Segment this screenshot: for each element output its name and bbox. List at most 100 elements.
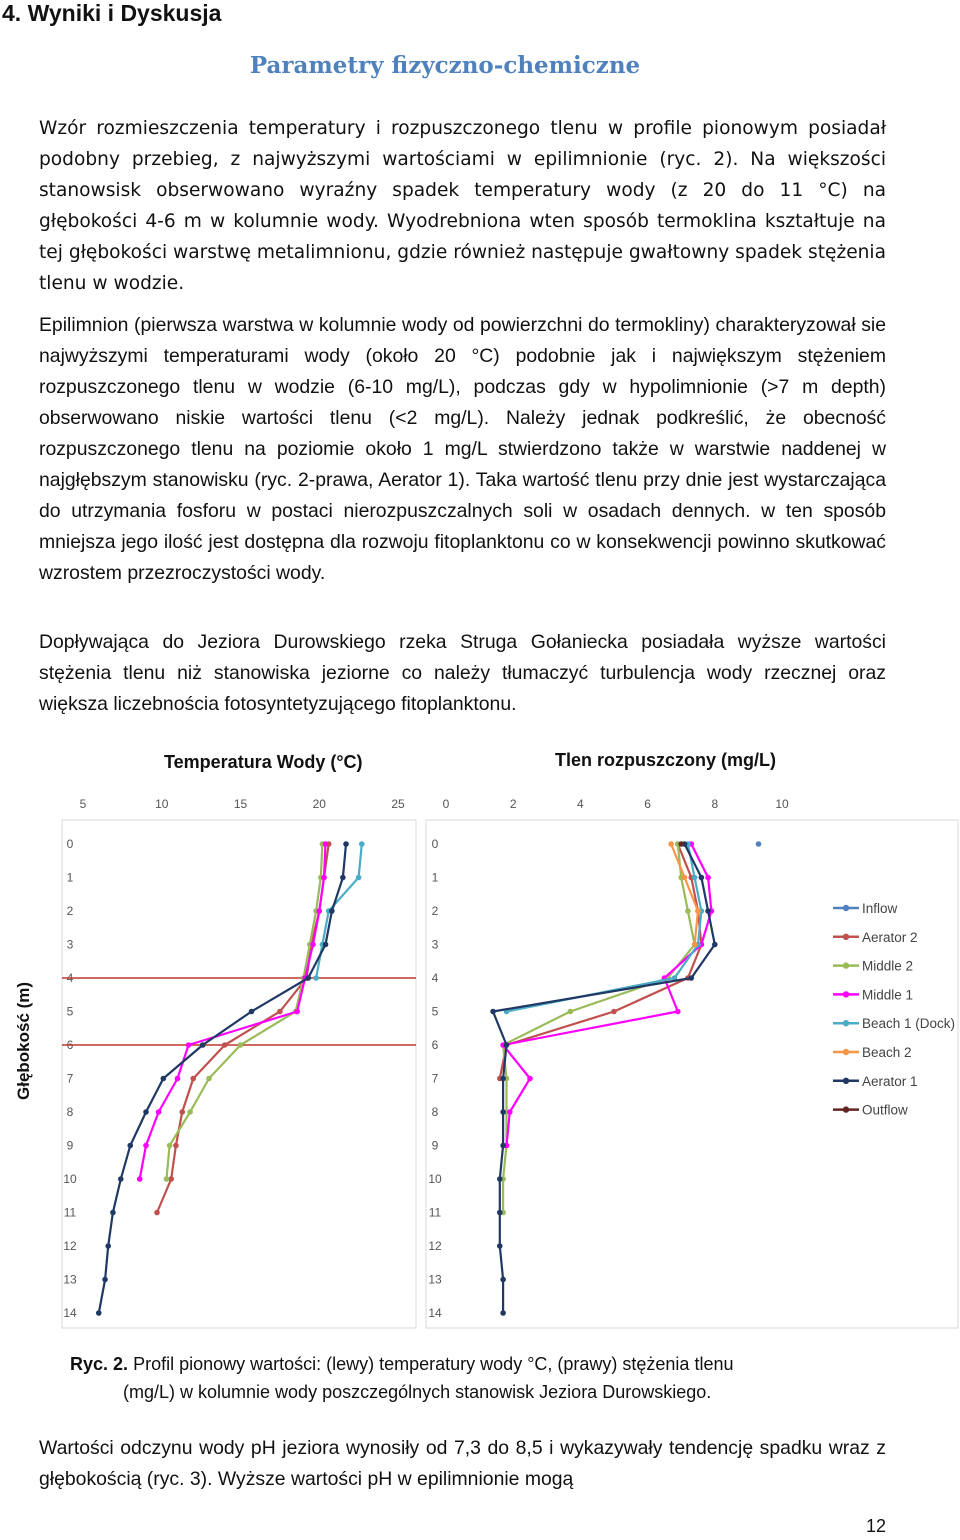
temp-data-point: [187, 1109, 193, 1115]
temp-data-point: [355, 874, 362, 881]
oxy-series-line: [502, 843, 713, 1146]
oxy-data-point: [675, 1008, 681, 1015]
oxy-data-point: [496, 1176, 503, 1182]
oxy-data-point: [503, 1042, 510, 1048]
temp-series-middle-1: [136, 841, 329, 1182]
oxy-y-tick-1: 1: [432, 871, 439, 885]
temp-y-tick-2: 2: [67, 904, 74, 918]
legend-marker: [842, 904, 850, 912]
temp-y-tick-13: 13: [63, 1273, 77, 1287]
oxy-data-point: [496, 1209, 503, 1216]
oxy-data-point: [755, 841, 762, 847]
oxy-x-tick-4: 4: [577, 797, 584, 811]
temp-data-point: [118, 1176, 124, 1182]
oxy-data-point: [685, 908, 691, 914]
legend-marker: [842, 1077, 850, 1084]
oxy-y-tick-5: 5: [432, 1005, 439, 1019]
temp-y-tick-0: 0: [67, 837, 74, 851]
oxy-data-point: [611, 1008, 617, 1015]
oxy-series-beach-2: [668, 841, 701, 948]
oxy-data-point: [705, 874, 711, 881]
legend-marker: [842, 933, 850, 940]
temp-data-point: [173, 1142, 179, 1149]
temp-x-tick-20: 20: [313, 797, 327, 811]
oxy-data-point: [698, 874, 705, 881]
temp-series-middle-2: [163, 841, 326, 1182]
legend-entry: Inflow: [862, 901, 898, 916]
temp-y-tick-11: 11: [64, 1206, 77, 1220]
oxy-y-tick-0: 0: [432, 837, 439, 851]
temp-data-point: [316, 908, 323, 914]
oxy-y-tick-3: 3: [432, 938, 439, 952]
oxy-data-point: [507, 1109, 513, 1115]
oxy-y-tick-7: 7: [432, 1072, 439, 1086]
oxy-series-outflow: [678, 841, 684, 847]
oxy-data-point: [712, 941, 718, 948]
oxy-data-point: [695, 908, 701, 914]
temp-data-point: [127, 1142, 134, 1149]
legend-marker: [842, 962, 850, 969]
temp-data-point: [160, 1075, 167, 1082]
temp-data-point: [340, 874, 346, 881]
temp-data-point: [155, 1109, 162, 1115]
oxy-series-inflow: [755, 841, 762, 847]
oxy-series-aerator-2: [496, 841, 705, 1082]
temp-data-point: [313, 975, 319, 981]
temp-y-tick-3: 3: [67, 938, 74, 952]
oxy-y-tick-14: 14: [428, 1306, 442, 1320]
oxy-series-aerator-1: [490, 841, 718, 1316]
temp-series-line: [97, 843, 348, 1314]
chart-legend: Inflow Aerator 2 Middle 2 Middle 1 Beach 1 (…: [833, 901, 955, 1118]
oxy-data-point: [671, 975, 678, 981]
temp-y-tick-1: 1: [67, 871, 74, 885]
temp-data-point: [95, 1310, 102, 1316]
oxy-data-point: [500, 1310, 506, 1316]
temp-data-point: [322, 941, 329, 948]
temp-y-tick-8: 8: [67, 1105, 74, 1119]
temp-data-point: [179, 1109, 186, 1115]
legend-entry: Middle 2: [862, 959, 913, 974]
temp-data-point: [166, 1142, 173, 1149]
temp-data-point: [221, 1042, 228, 1048]
caption-line-1: Profil pionowy wartości: (lewy) temperat…: [133, 1354, 734, 1374]
temp-data-point: [329, 908, 335, 914]
oxy-y-tick-9: 9: [432, 1139, 439, 1153]
oxy-y-tick-12: 12: [428, 1239, 442, 1253]
oxy-x-tick-2: 2: [510, 797, 517, 811]
temp-y-tick-7: 7: [67, 1072, 74, 1086]
chart-title-temperature: Temperatura Wody (°C): [164, 752, 363, 772]
legend-marker: [842, 991, 850, 998]
caption-line-2: (mg/L) w kolumnie wody poszczególnych st…: [123, 1382, 712, 1402]
oxy-data-point: [567, 1008, 574, 1015]
chart-title-oxygen: Tlen rozpuszczony (mg/L): [555, 750, 777, 770]
oxy-y-tick-2: 2: [432, 904, 439, 918]
paragraph-continuation: Wartości odczynu wody pH jeziora wynosił…: [39, 1437, 886, 1490]
oxy-data-point: [691, 874, 698, 881]
oxy-data-point: [678, 841, 684, 847]
paragraph-2: Epilimnion (pierwsza warstwa w kolumnie …: [39, 314, 886, 584]
temp-data-point: [322, 841, 329, 847]
temp-data-point: [277, 1008, 283, 1015]
oxy-data-point: [527, 1075, 533, 1082]
temp-series-line: [315, 843, 363, 979]
oxy-data-point: [500, 1109, 506, 1115]
temp-data-point: [143, 1109, 149, 1115]
oxy-data-point: [691, 941, 698, 948]
subsection-heading: Parametry fizyczno-chemiczne: [249, 52, 641, 79]
legend-entry: Beach 2: [862, 1045, 912, 1060]
temp-data-point: [237, 1042, 244, 1048]
temp-data-point: [199, 1042, 206, 1048]
paragraph-3: Dopływająca do Jeziora Durowskiego rzeka…: [39, 631, 886, 715]
temp-data-point: [321, 874, 327, 881]
oxy-series-line: [670, 843, 700, 945]
temp-x-tick-10: 10: [155, 797, 169, 811]
oxy-data-point: [681, 874, 688, 881]
legend-entry: Aerator 2: [862, 930, 918, 945]
legend-entry: Outflow: [862, 1103, 908, 1118]
temp-data-point: [358, 841, 365, 847]
oxy-y-tick-4: 4: [432, 971, 439, 985]
temp-data-point: [168, 1176, 174, 1182]
oxy-data-point: [496, 1243, 503, 1249]
caption-label: Ryc. 2.: [70, 1354, 129, 1374]
